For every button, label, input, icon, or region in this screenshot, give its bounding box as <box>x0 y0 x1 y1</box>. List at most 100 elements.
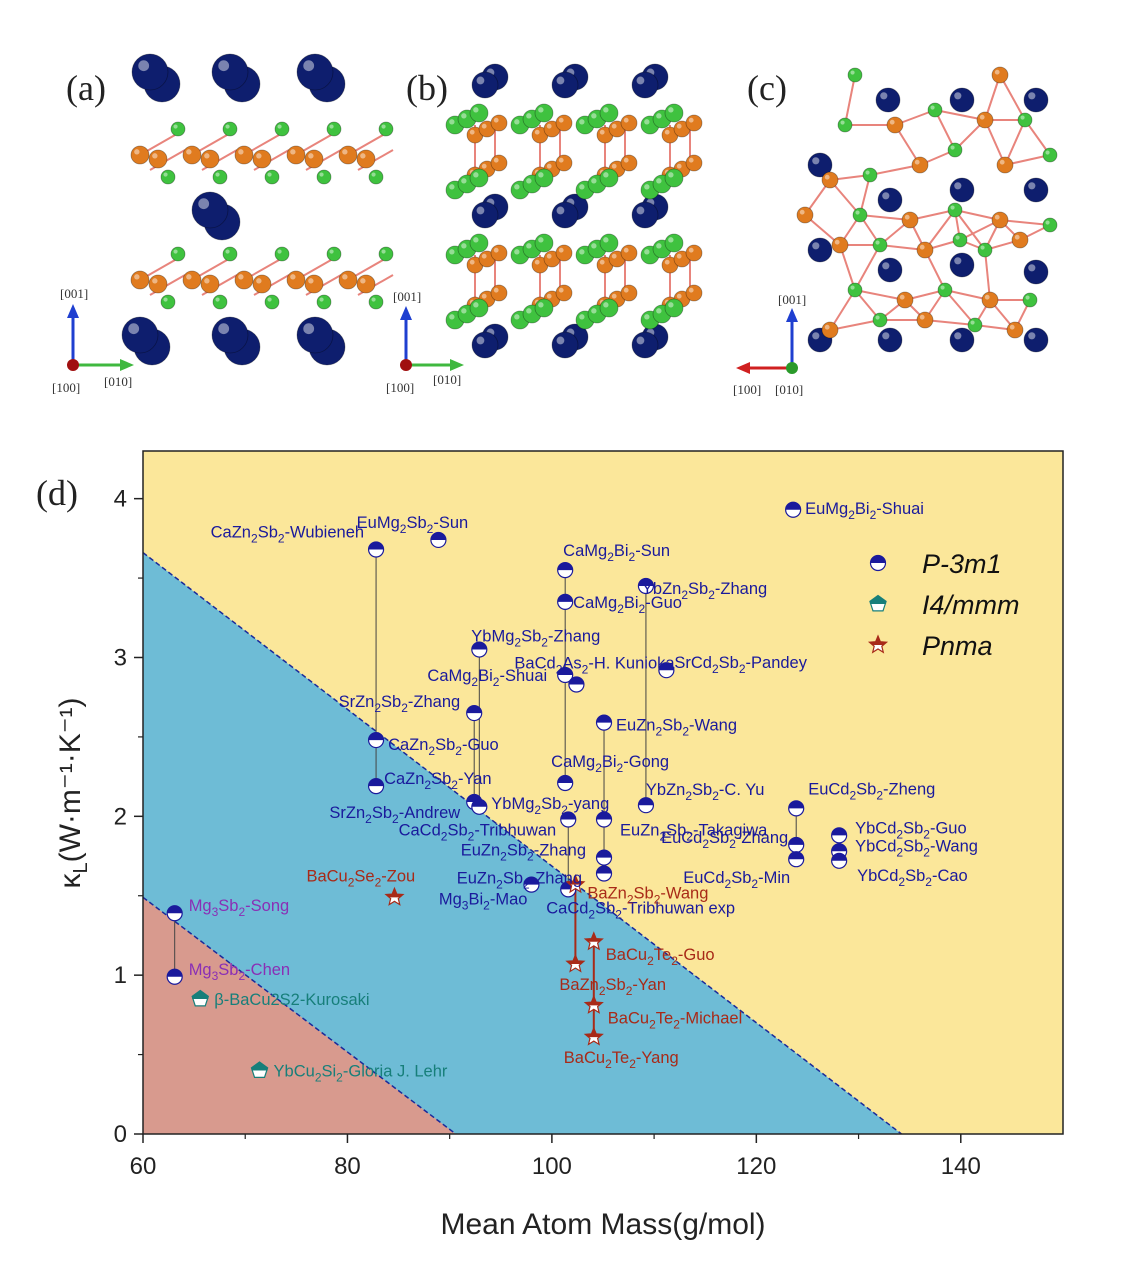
anion-atom <box>148 149 168 169</box>
cation-atom <box>949 327 975 353</box>
cation-atom <box>551 201 579 229</box>
anion-atom <box>911 156 929 174</box>
data-points <box>166 501 848 1078</box>
crystal-structure-a <box>121 53 394 366</box>
data-label: CaZn2Sb2-Wubieneh <box>211 523 364 545</box>
anion-atom <box>821 171 839 189</box>
y-tick-label: 0 <box>114 1121 127 1148</box>
metal-atom <box>316 294 332 310</box>
data-label: EuCd2Sb2-Min <box>683 869 790 891</box>
data-label: CaMg2Bi2-Shuai <box>427 667 547 689</box>
cation-atom <box>875 87 901 113</box>
scatter-point <box>565 874 586 894</box>
scatter-point <box>595 714 613 731</box>
metal-atom <box>222 246 238 262</box>
anion-atom <box>286 145 306 165</box>
metal-atom <box>927 102 943 118</box>
panel-a: (a) [001] [100] [010] <box>52 53 394 395</box>
scatter-point <box>595 865 613 882</box>
bond <box>924 319 976 326</box>
anion-atom <box>620 284 638 302</box>
metal-atom <box>326 121 342 137</box>
scatter-point <box>788 800 805 817</box>
scatter-point <box>560 811 577 828</box>
metal-atom <box>847 67 863 83</box>
bond <box>869 164 921 176</box>
x-tick-label: 80 <box>334 1153 361 1180</box>
metal-atom <box>664 168 684 188</box>
anion-atom <box>490 114 508 132</box>
bond <box>1024 119 1051 156</box>
cation-atom <box>949 252 975 278</box>
anion-atom <box>234 145 254 165</box>
anion-atom <box>338 145 358 165</box>
data-label: BaCu2Te2-Guo <box>606 946 715 968</box>
metal-atom <box>534 168 554 188</box>
data-label: EuCd2Sb2-Zhang <box>661 829 788 851</box>
data-labels: EuMg2Sb2-Sun EuMg2Bi2-Shuai CaZn2Sb2-Wubie… <box>189 500 978 1085</box>
y-axis-unit: (W·m⁻¹·K⁻¹) <box>54 697 87 862</box>
metal-atom <box>664 298 684 318</box>
anion-atom <box>490 284 508 302</box>
anion-atom <box>901 211 919 229</box>
metal-atom <box>170 246 186 262</box>
metal-atom <box>469 233 489 253</box>
anion-atom <box>304 149 324 169</box>
x-tick-label: 140 <box>941 1153 981 1180</box>
cation-atom <box>631 71 659 99</box>
anion-atom <box>130 270 150 290</box>
anion-atom <box>304 274 324 294</box>
svg-text:κL(W·m⁻¹·K⁻¹): κL(W·m⁻¹·K⁻¹) <box>54 697 92 888</box>
anion-atom <box>356 274 376 294</box>
metal-atom <box>212 169 228 185</box>
metal-atom <box>872 312 888 328</box>
scatter-point <box>831 827 848 844</box>
axis-label-010: [010] <box>775 382 803 397</box>
cation-atom <box>211 53 249 91</box>
data-label: YbZn2Sb2-Zhang <box>642 580 767 602</box>
scatter-point <box>471 798 488 815</box>
anion-atom <box>685 244 703 262</box>
data-label: SrZn2Sb2-Zhang <box>339 693 461 715</box>
data-label: EuMg2Bi2-Shuai <box>805 500 924 522</box>
data-label: YbMg2Sb2-Zhang <box>471 628 600 650</box>
axis-triad-a: [001] [100] [010] <box>52 286 134 395</box>
metal-atom <box>274 246 290 262</box>
anion-atom <box>821 321 839 339</box>
metal-atom <box>469 298 489 318</box>
anion-atom <box>685 114 703 132</box>
data-label: EuZn2Sb2-Wang <box>616 717 737 739</box>
bond <box>844 74 856 126</box>
scatter-point <box>595 811 613 828</box>
anion-atom <box>555 244 573 262</box>
data-label: CaCd2Sb2-Tribhuwan exp <box>546 899 735 921</box>
bond <box>944 289 976 326</box>
scatter-point <box>367 731 385 749</box>
cation-atom <box>1023 259 1049 285</box>
data-label: YbCd2Sb2-Guo <box>855 819 967 841</box>
cation-atom <box>551 71 579 99</box>
crystal-structure-b <box>445 63 703 359</box>
cation-atom <box>877 327 903 353</box>
data-label: EuMg2Sb2-Sun <box>357 514 469 536</box>
data-label: YbMg2Sb2-yang <box>491 795 609 817</box>
data-label: BaCd2As2-H. Kunioka <box>514 654 675 676</box>
bond <box>984 119 1006 166</box>
boundary-low <box>143 896 457 1134</box>
metal-atom <box>947 202 963 218</box>
data-label: YbCd2Sb2-Cao <box>857 867 968 889</box>
x-tick-label: 120 <box>736 1153 776 1180</box>
cation-atom <box>121 316 159 354</box>
data-label: BaCu2Se2-Zou <box>306 867 415 889</box>
anion-atom <box>555 154 573 172</box>
metal-atom <box>534 103 554 123</box>
metal-atom <box>326 246 342 262</box>
data-label: EuZn2Sb2-Takagiwa <box>620 822 768 844</box>
data-label: SrZn2Sb2-Andrew <box>329 804 460 826</box>
cation-atom <box>807 237 833 263</box>
boundary-mid <box>143 552 902 1134</box>
bond <box>1004 119 1026 166</box>
axis-label-001: [001] <box>778 292 806 307</box>
cation-atom <box>296 53 334 91</box>
metal-atom <box>378 121 394 137</box>
